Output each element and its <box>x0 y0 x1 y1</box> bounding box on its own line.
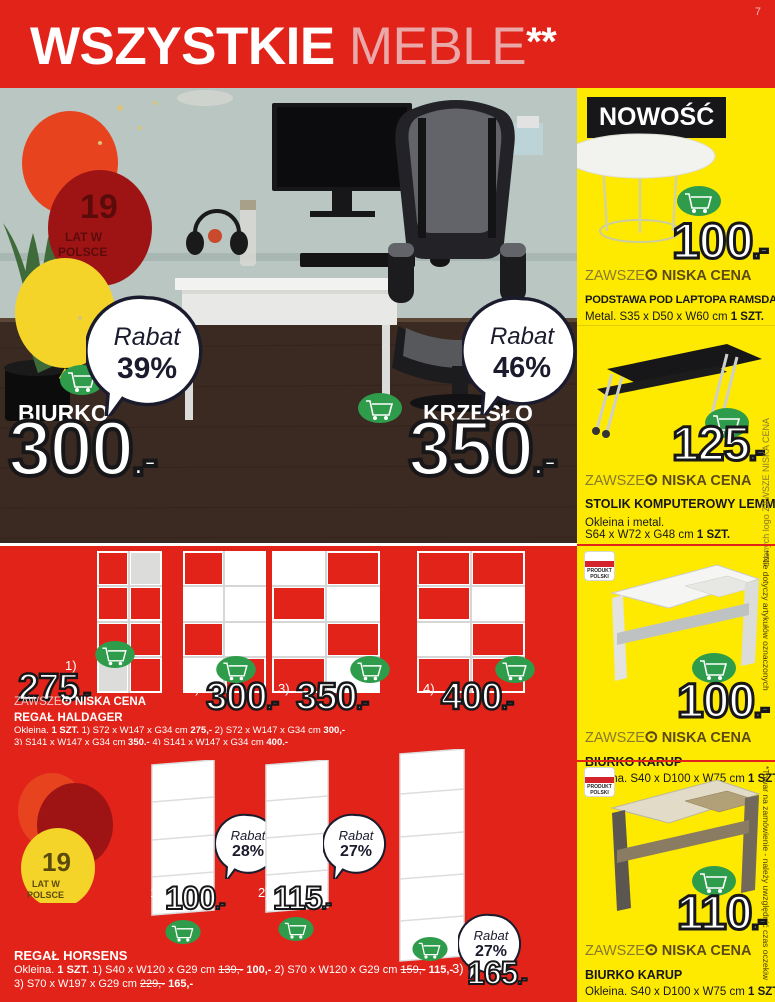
svg-text:POLSCE: POLSCE <box>27 890 64 900</box>
svg-text:19: 19 <box>42 847 71 877</box>
svg-text:LAT W: LAT W <box>32 879 60 889</box>
